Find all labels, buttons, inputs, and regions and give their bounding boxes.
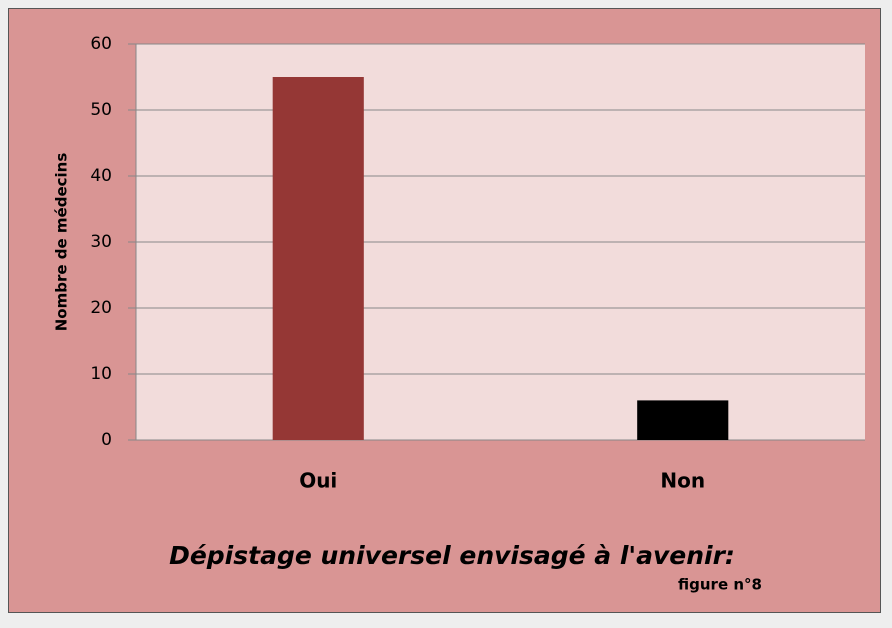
x-tick-label: Oui: [299, 469, 337, 493]
y-tick-label: 20: [90, 298, 112, 318]
x-tick-label: Non: [660, 469, 705, 493]
y-tick-label: 50: [90, 100, 112, 120]
bar: [272, 77, 364, 440]
y-tick-label: 0: [101, 430, 112, 450]
y-tick-label: 40: [90, 166, 112, 186]
y-tick-label: 10: [90, 364, 112, 384]
bar: [637, 400, 729, 440]
chart-title: Dépistage universel envisagé à l'avenir:: [169, 541, 735, 570]
y-tick-label: 30: [90, 232, 112, 252]
y-axis-label: Nombre de médecins: [53, 153, 71, 332]
figure-label: figure n°8: [678, 576, 762, 594]
y-tick-label: 60: [90, 34, 112, 54]
